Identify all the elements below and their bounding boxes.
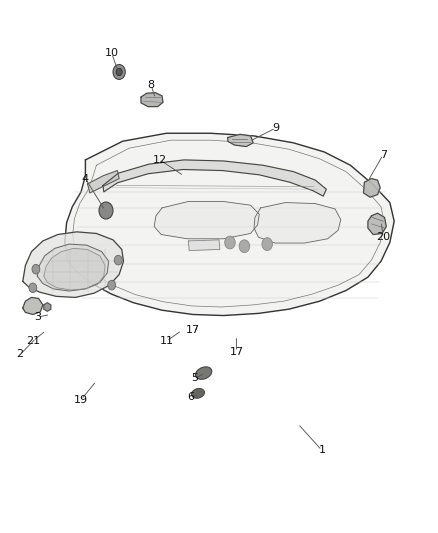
Circle shape (114, 255, 122, 265)
Text: 21: 21 (26, 336, 40, 346)
Circle shape (108, 280, 116, 290)
Polygon shape (141, 93, 163, 107)
Text: 2: 2 (17, 350, 24, 359)
Text: 1: 1 (318, 446, 325, 455)
Polygon shape (23, 297, 43, 314)
Circle shape (32, 264, 40, 274)
Text: 9: 9 (272, 123, 279, 133)
Text: 5: 5 (191, 374, 198, 383)
Ellipse shape (195, 367, 212, 379)
Circle shape (239, 240, 250, 253)
Polygon shape (364, 179, 380, 197)
Circle shape (262, 238, 272, 251)
Text: 20: 20 (376, 232, 390, 242)
Circle shape (29, 283, 37, 293)
Polygon shape (65, 133, 394, 316)
Text: 3: 3 (34, 312, 41, 322)
Text: 10: 10 (105, 49, 119, 58)
Polygon shape (368, 213, 386, 235)
Circle shape (99, 202, 113, 219)
Polygon shape (44, 303, 51, 311)
Text: 17: 17 (186, 326, 200, 335)
Polygon shape (37, 244, 109, 291)
Text: 17: 17 (230, 347, 244, 357)
Circle shape (113, 64, 125, 79)
Polygon shape (44, 248, 105, 290)
Text: 8: 8 (148, 80, 155, 90)
Text: 7: 7 (380, 150, 387, 159)
Polygon shape (103, 160, 326, 196)
Text: 6: 6 (187, 392, 194, 402)
Polygon shape (88, 171, 119, 193)
Text: 19: 19 (74, 395, 88, 405)
Circle shape (225, 236, 235, 249)
Polygon shape (154, 201, 259, 239)
Polygon shape (228, 134, 253, 147)
Polygon shape (254, 203, 341, 243)
Polygon shape (23, 232, 124, 297)
Text: 4: 4 (82, 174, 89, 183)
Circle shape (116, 68, 122, 76)
Text: 11: 11 (159, 336, 173, 346)
Polygon shape (188, 240, 220, 251)
Text: 12: 12 (153, 155, 167, 165)
Ellipse shape (191, 389, 205, 398)
